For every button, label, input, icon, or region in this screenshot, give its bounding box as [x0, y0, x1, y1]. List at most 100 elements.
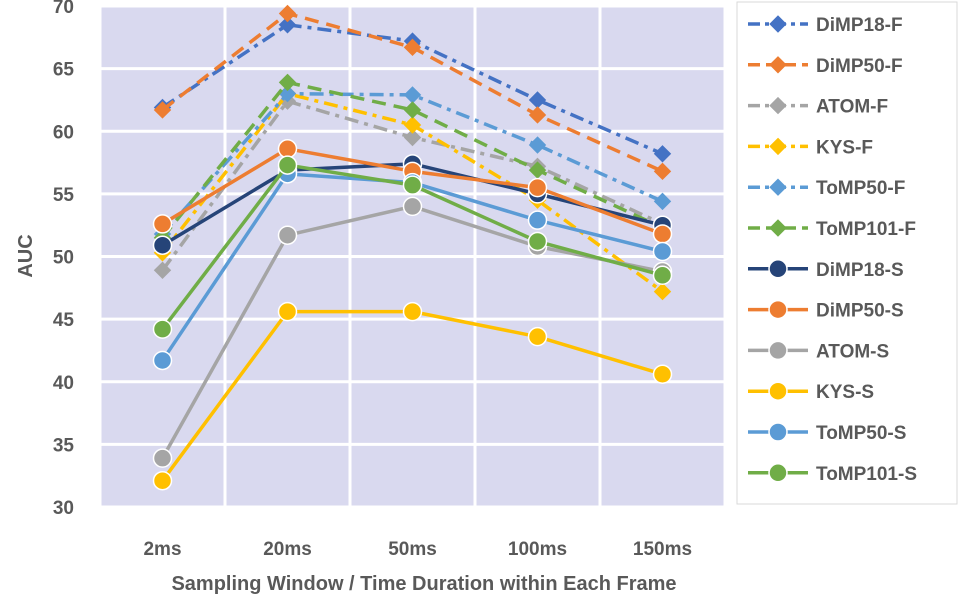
- legend-label: KYS-S: [816, 382, 874, 403]
- legend-label: ToMP50-F: [816, 178, 905, 199]
- data-point: [653, 145, 672, 163]
- legend-marker: [769, 219, 787, 237]
- series-dimp50-f: [153, 4, 672, 181]
- legend-label: ToMP101-S: [816, 464, 917, 485]
- legend-marker: [768, 259, 788, 279]
- x-axis-ticks: 2ms 20ms 50ms 100ms 150ms: [143, 539, 692, 560]
- legend-marker: [768, 340, 788, 361]
- data-point: [152, 214, 173, 234]
- legend-marker: [769, 137, 787, 156]
- x-tick-label: 100ms: [508, 539, 567, 560]
- legend-entry-tomp50-s: ToMP50-S: [748, 422, 906, 444]
- legend-label: DiMP18-S: [816, 260, 904, 281]
- data-point: [652, 265, 673, 286]
- y-tick-label: 35: [53, 435, 75, 456]
- legend-label: KYS-F: [816, 137, 873, 158]
- data-point: [153, 261, 172, 279]
- y-tick-label: 70: [53, 0, 74, 18]
- data-point: [277, 155, 298, 175]
- series-layer: [152, 4, 673, 491]
- legend-marker: [769, 15, 787, 33]
- y-tick-label: 30: [53, 498, 74, 519]
- data-point: [152, 319, 173, 339]
- data-point: [153, 101, 172, 119]
- legend-marker: [769, 96, 787, 115]
- data-point: [653, 282, 672, 301]
- legend-label: DiMP18-F: [816, 15, 903, 36]
- legend: DiMP18-F DiMP50-F ATOM-F KYS-F ToMP50-F ToMP1…: [736, 1, 958, 505]
- x-axis-title: Sampling Window / Time Duration within E…: [171, 573, 676, 595]
- x-tick-label: 2ms: [143, 539, 181, 560]
- y-tick-label: 45: [53, 310, 75, 331]
- data-point: [403, 38, 422, 57]
- legend-label: ToMP50-S: [816, 423, 906, 444]
- x-tick-label: 150ms: [633, 539, 692, 560]
- series-tomp101-s: [152, 155, 673, 339]
- data-point: [527, 210, 548, 230]
- legend-entry-tomp50-f: ToMP50-F: [748, 178, 905, 199]
- legend-marker: [768, 381, 788, 401]
- legend-entry-dimp18-f: DiMP18-F: [748, 15, 903, 36]
- legend-marker: [769, 56, 787, 74]
- data-point: [527, 177, 548, 198]
- y-tick-label: 60: [53, 122, 74, 143]
- legend-entry-tomp101-f: ToMP101-F: [748, 219, 916, 240]
- data-point: [278, 73, 297, 92]
- legend-marker: [769, 178, 787, 196]
- y-tick-label: 65: [53, 60, 75, 81]
- legend-entry-dimp50-s: DiMP50-S: [748, 299, 904, 322]
- data-point: [652, 364, 673, 384]
- data-point: [527, 231, 548, 252]
- legend-entry-kys-s: KYS-S: [748, 381, 874, 403]
- legend-label: DiMP50-S: [816, 301, 904, 322]
- data-point: [277, 139, 298, 159]
- series-dimp50-s: [152, 139, 673, 244]
- data-point: [277, 225, 298, 245]
- data-point: [152, 235, 173, 255]
- y-tick-label: 50: [53, 248, 74, 269]
- y-axis-ticks: 30 35 40 45 50 55 60 65 70: [53, 0, 75, 519]
- data-point: [402, 301, 423, 322]
- legend-entry-dimp50-f: DiMP50-F: [748, 56, 903, 77]
- legend-marker: [768, 299, 788, 320]
- legend-label: ToMP101-F: [816, 219, 916, 240]
- data-point: [527, 326, 548, 347]
- data-point: [403, 116, 422, 134]
- legend-label: ATOM-S: [816, 341, 889, 362]
- data-point: [653, 162, 672, 181]
- data-point: [652, 224, 673, 244]
- series-kys-s: [152, 301, 673, 491]
- y-tick-label: 40: [53, 373, 74, 394]
- data-point: [402, 175, 423, 195]
- data-point: [652, 241, 673, 262]
- series-tomp50-f: [153, 84, 672, 243]
- legend-entry-atom-s: ATOM-S: [748, 340, 889, 362]
- x-tick-label: 20ms: [263, 539, 312, 560]
- data-point: [528, 106, 547, 124]
- data-point: [653, 192, 672, 211]
- legend-entry-tomp101-s: ToMP101-S: [748, 463, 917, 485]
- legend-marker: [768, 463, 788, 483]
- data-point: [278, 4, 297, 23]
- data-point: [152, 448, 173, 468]
- data-point: [528, 136, 547, 154]
- legend-label: DiMP50-F: [816, 56, 903, 77]
- legend-entry-kys-f: KYS-F: [748, 137, 873, 158]
- data-point: [278, 16, 297, 34]
- y-axis-title: AUC: [15, 234, 37, 277]
- data-point: [403, 101, 422, 119]
- data-point: [402, 196, 423, 217]
- legend-label: ATOM-F: [816, 97, 888, 118]
- legend-box: [736, 1, 958, 505]
- data-point: [152, 470, 173, 491]
- legend-entry-atom-f: ATOM-F: [748, 97, 888, 118]
- legend-marker: [768, 422, 788, 442]
- series-line: [161, 80, 664, 239]
- data-point: [277, 301, 298, 322]
- x-tick-label: 50ms: [388, 539, 437, 560]
- data-point: [152, 350, 173, 371]
- legend-entry-dimp18-s: DiMP18-S: [748, 259, 904, 281]
- data-point: [403, 128, 422, 147]
- y-tick-label: 55: [53, 185, 75, 206]
